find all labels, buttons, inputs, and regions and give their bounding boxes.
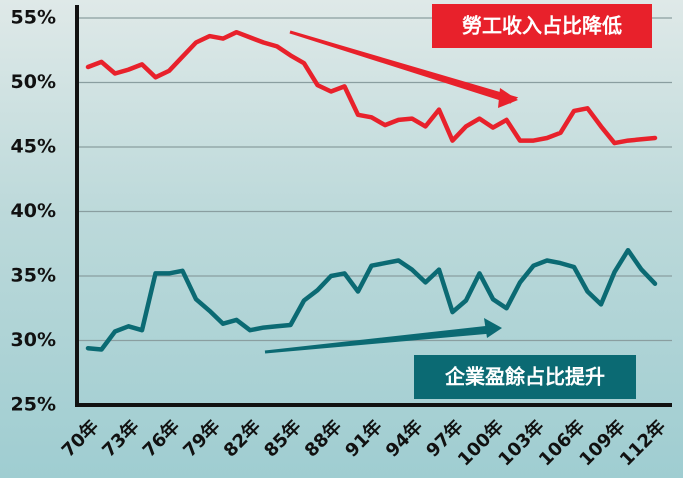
y-tick-label: 50% (11, 71, 56, 93)
y-tick-label: 55% (11, 7, 56, 29)
annotation: 企業盈餘占比提升 (444, 365, 605, 389)
chart: 勞工收入占比降低 企業盈餘占比提升 25%30%35%40%45%50%55%7… (0, 0, 683, 478)
y-tick-label: 35% (11, 265, 56, 287)
annotation: 勞工收入占比降低 (462, 14, 622, 38)
y-tick-label: 25% (11, 394, 56, 416)
y-tick-label: 40% (11, 200, 56, 222)
y-tick-label: 30% (11, 329, 56, 351)
y-tick-label: 45% (11, 136, 56, 158)
